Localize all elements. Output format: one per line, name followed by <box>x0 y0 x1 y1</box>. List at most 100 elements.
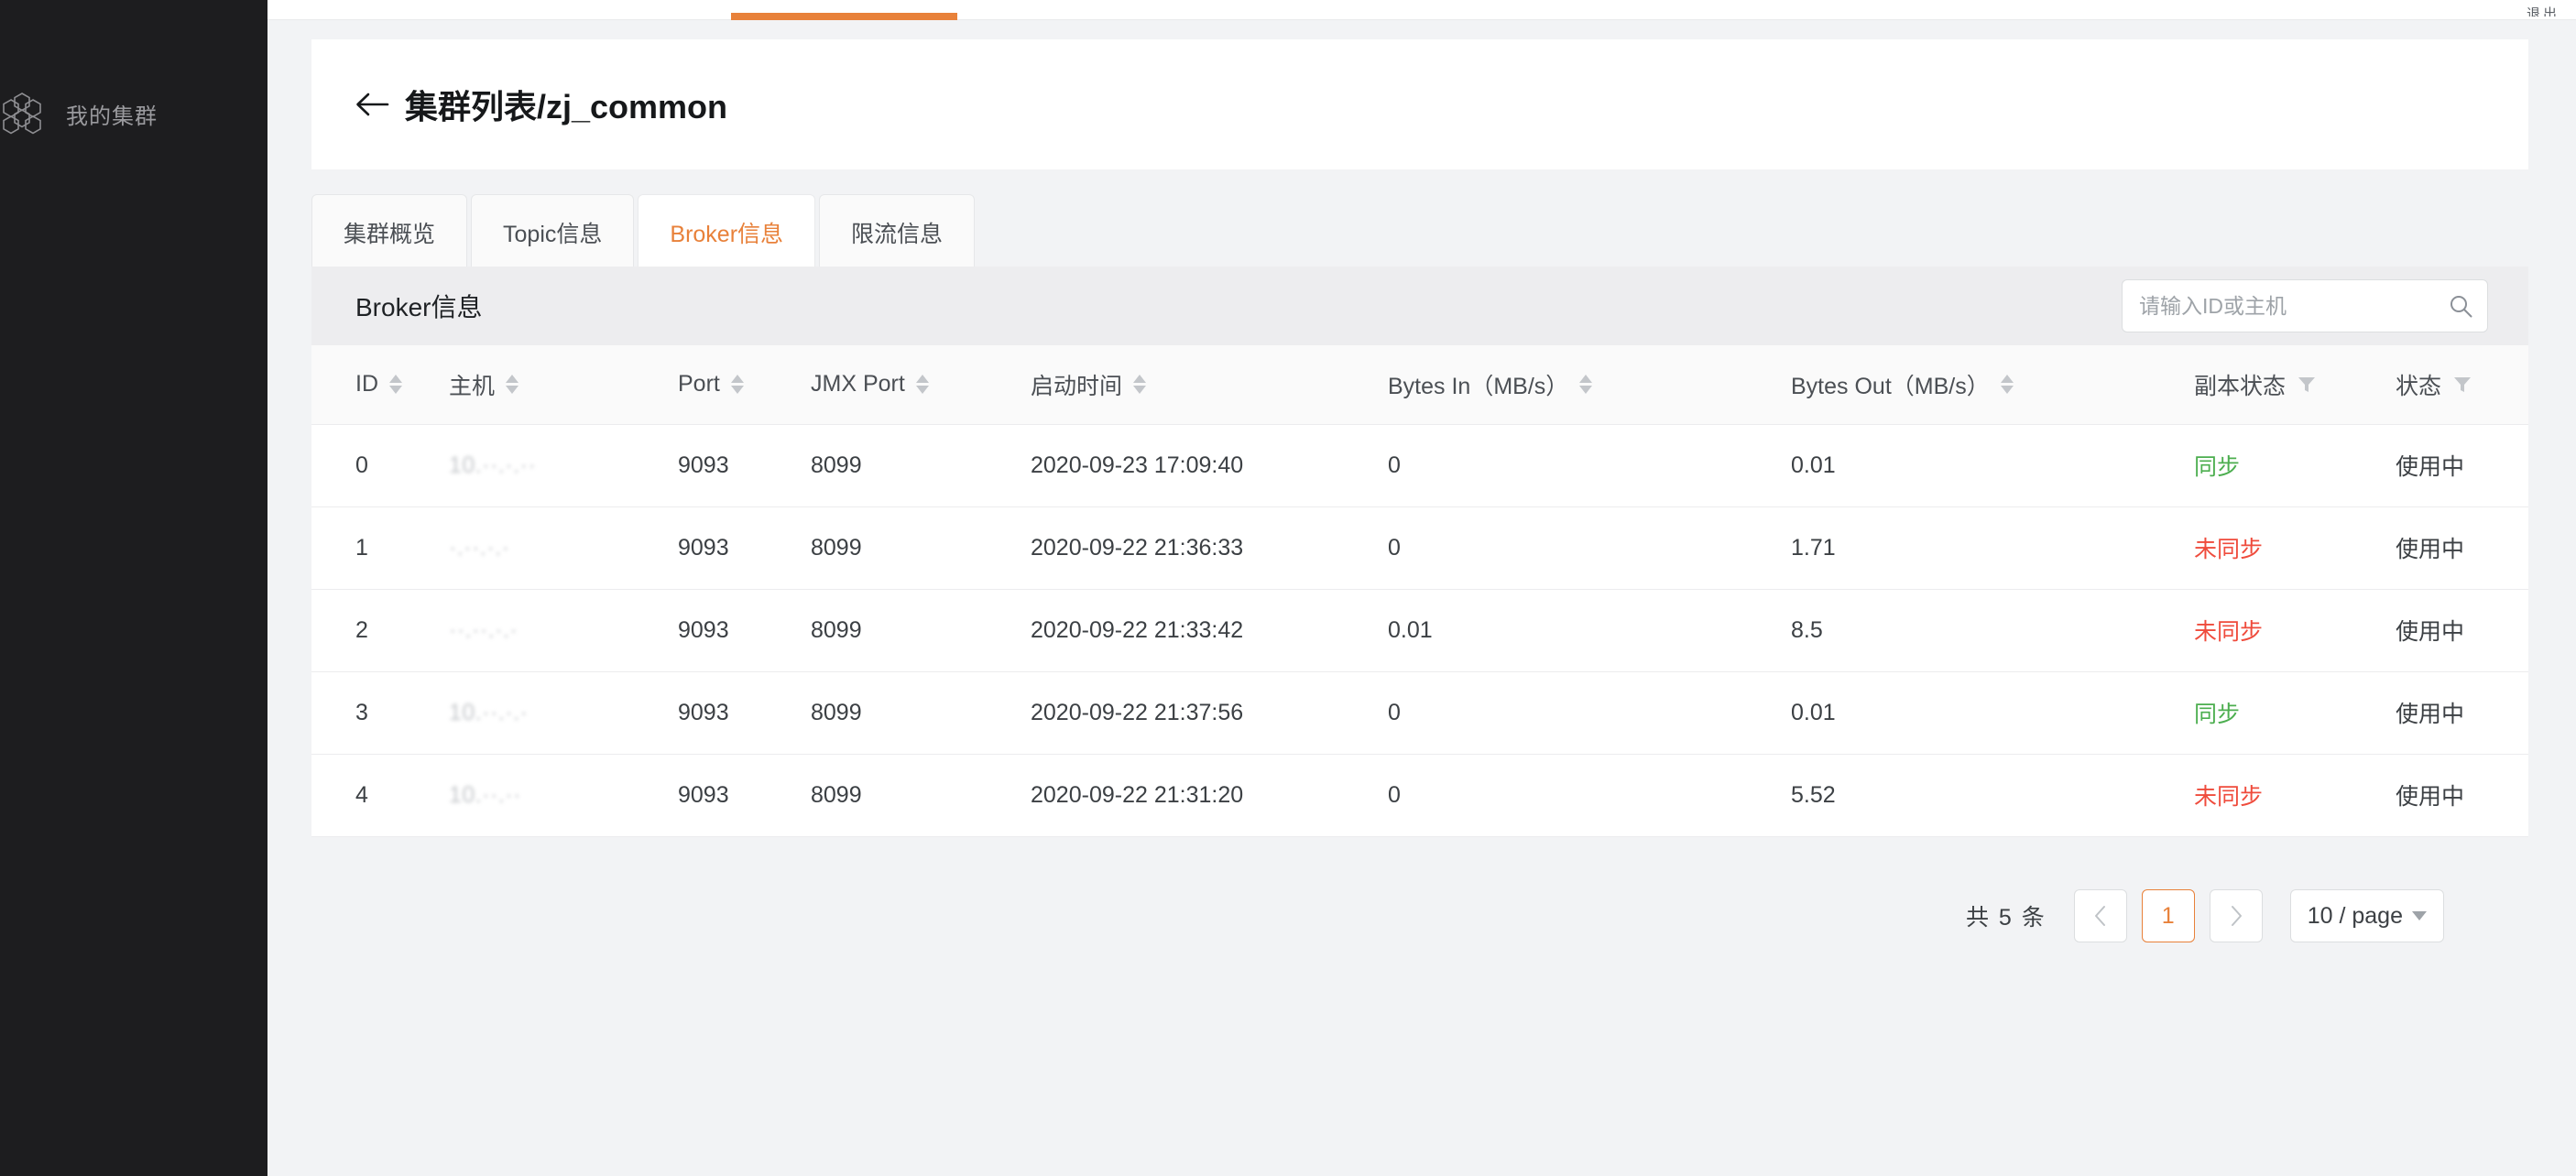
panel-title: Broker信息 <box>355 293 483 321</box>
broker-table: ID 主机 Port <box>311 345 2528 837</box>
cell-bytes-in: 0 <box>1388 423 1791 506</box>
sort-toggle-icon[interactable] <box>915 375 929 395</box>
column-label: JMX Port <box>811 371 905 397</box>
cell-replica-state: 未同步 <box>2194 753 2396 837</box>
status-badge: 未同步 <box>2194 619 2264 645</box>
column-label: ID <box>355 371 378 397</box>
page-size-select[interactable]: 10 / page <box>2289 889 2444 942</box>
table-row[interactable]: 1 ·.··.·.· 9093 8099 2020-09-22 21:36:33… <box>311 506 2528 589</box>
sidebar: 我的集群 <box>0 0 267 1176</box>
table-row[interactable]: 3 10.··.·.· 9093 8099 2020-09-22 21:37:5… <box>311 670 2528 754</box>
sort-toggle-icon[interactable] <box>2000 375 2014 395</box>
cell-bytes-in: 0 <box>1388 670 1791 754</box>
pagination-next-button[interactable] <box>2209 889 2263 942</box>
cell-host: ·.··.·.· <box>449 506 678 589</box>
cell-host: ··.··.·.· <box>449 588 678 671</box>
cell-replica-state: 同步 <box>2194 423 2396 506</box>
pagination-prev-button[interactable] <box>2073 889 2127 942</box>
column-header-replica-state[interactable]: 副本状态 <box>2194 345 2396 424</box>
cell-bytes-in: 0 <box>1388 506 1791 589</box>
cell-start-time: 2020-09-22 21:33:42 <box>1031 588 1388 671</box>
cell-port: 9093 <box>678 423 811 506</box>
host-redacted-value: ·.··.·.· <box>449 534 510 561</box>
cell-jmx-port: 8099 <box>811 506 1031 589</box>
search-icon[interactable] <box>2447 292 2474 320</box>
tab-label: Topic信息 <box>503 221 603 247</box>
pagination-page-1[interactable]: 1 <box>2141 889 2195 942</box>
cell-bytes-out: 1.71 <box>1791 506 2194 589</box>
tab-label: 限流信息 <box>851 221 944 247</box>
cell-id: 2 <box>311 588 449 671</box>
search-input[interactable] <box>2139 293 2447 319</box>
cell-status: 使用中 <box>2396 753 2528 837</box>
table-header-row: ID 主机 Port <box>311 345 2528 424</box>
cell-replica-state: 未同步 <box>2194 506 2396 589</box>
cell-bytes-out: 0.01 <box>1791 670 2194 754</box>
cell-start-time: 2020-09-22 21:31:20 <box>1031 753 1388 837</box>
sort-toggle-icon[interactable] <box>389 375 402 395</box>
cell-replica-state: 未同步 <box>2194 588 2396 671</box>
sidebar-item-label: 我的集群 <box>66 103 158 129</box>
pagination-total: 共 5 条 <box>1965 905 2047 931</box>
cell-jmx-port: 8099 <box>811 753 1031 837</box>
column-header-bytes-in[interactable]: Bytes In（MB/s） <box>1388 345 1791 424</box>
table-row[interactable]: 2 ··.··.·.· 9093 8099 2020-09-22 21:33:4… <box>311 588 2528 671</box>
cell-status: 使用中 <box>2396 506 2528 589</box>
column-label: 启动时间 <box>1031 373 1123 399</box>
host-redacted-value: 10.··.·.·· <box>449 452 537 478</box>
cell-jmx-port: 8099 <box>811 588 1031 671</box>
status-badge: 未同步 <box>2194 784 2264 810</box>
global-topbar-user-menu[interactable]: 退出 <box>2526 6 2560 16</box>
sort-toggle-icon[interactable] <box>1133 375 1147 395</box>
global-topbar: 退出 <box>0 0 2576 20</box>
sort-toggle-icon[interactable] <box>1579 375 1593 395</box>
column-header-host[interactable]: 主机 <box>449 345 678 424</box>
cell-jmx-port: 8099 <box>811 670 1031 754</box>
column-header-start-time[interactable]: 启动时间 <box>1031 345 1388 424</box>
tab-label: Broker信息 <box>670 221 784 247</box>
cell-bytes-out: 0.01 <box>1791 423 2194 506</box>
table-header: ID 主机 Port <box>311 345 2528 424</box>
column-header-port[interactable]: Port <box>678 345 811 424</box>
column-label: 主机 <box>449 373 496 399</box>
cell-host: 10.··.·.· <box>449 670 678 754</box>
host-redacted-value: 10.··.·.· <box>449 699 529 725</box>
table-row[interactable]: 0 10.··.·.·· 9093 8099 2020-09-23 17:09:… <box>311 423 2528 506</box>
sidebar-item-my-cluster[interactable]: 我的集群 <box>0 88 267 139</box>
tab-throttle-info[interactable]: 限流信息 <box>819 194 976 269</box>
status-badge: 未同步 <box>2194 537 2264 562</box>
global-topbar-active-indicator <box>731 13 957 20</box>
cell-id: 1 <box>311 506 449 589</box>
column-label: 副本状态 <box>2194 373 2287 399</box>
cell-start-time: 2020-09-23 17:09:40 <box>1031 423 1388 506</box>
cell-replica-state: 同步 <box>2194 670 2396 754</box>
tab-cluster-overview[interactable]: 集群概览 <box>311 194 468 269</box>
column-header-jmx-port[interactable]: JMX Port <box>811 345 1031 424</box>
page-size-label: 10 / page <box>2307 902 2403 929</box>
table-row[interactable]: 4 10.··.·· 9093 8099 2020-09-22 21:31:20… <box>311 753 2528 837</box>
sort-toggle-icon[interactable] <box>506 375 519 395</box>
status-badge: 同步 <box>2194 702 2241 727</box>
cell-jmx-port: 8099 <box>811 423 1031 506</box>
cell-port: 9093 <box>678 753 811 837</box>
back-arrow-icon[interactable] <box>354 86 390 123</box>
column-header-bytes-out[interactable]: Bytes Out（MB/s） <box>1791 345 2194 424</box>
filter-icon[interactable] <box>2297 375 2317 395</box>
cell-start-time: 2020-09-22 21:37:56 <box>1031 670 1388 754</box>
cell-bytes-in: 0 <box>1388 753 1791 837</box>
column-label: Bytes In（MB/s） <box>1388 373 1569 399</box>
tab-broker-info[interactable]: Broker信息 <box>638 194 816 269</box>
tab-topic-info[interactable]: Topic信息 <box>471 194 635 269</box>
column-header-id[interactable]: ID <box>311 345 449 424</box>
cell-bytes-out: 8.5 <box>1791 588 2194 671</box>
pagination: 共 5 条 1 10 / page <box>311 862 2528 970</box>
status-badge: 同步 <box>2194 454 2241 480</box>
table-body: 0 10.··.·.·· 9093 8099 2020-09-23 17:09:… <box>311 423 2528 837</box>
cell-port: 9093 <box>678 588 811 671</box>
host-redacted-value: ··.··.·.· <box>449 616 518 643</box>
search-box[interactable] <box>2122 279 2488 332</box>
filter-icon[interactable] <box>2452 375 2472 395</box>
sort-toggle-icon[interactable] <box>730 375 744 395</box>
column-header-status[interactable]: 状态 <box>2396 345 2528 424</box>
